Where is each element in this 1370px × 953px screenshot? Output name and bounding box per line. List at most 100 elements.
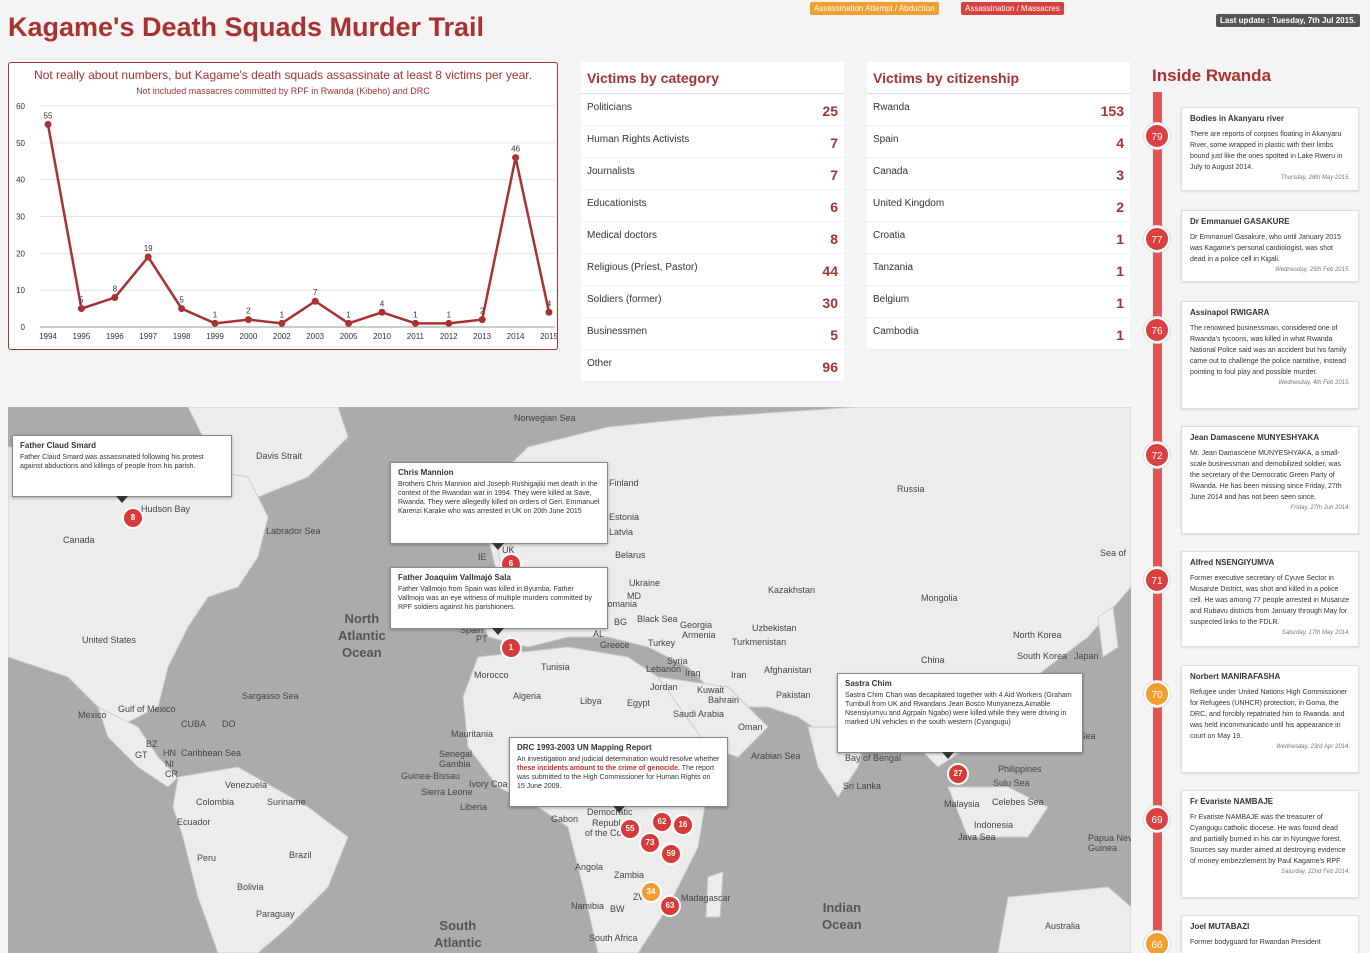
timeline-marker[interactable]: 72 <box>1144 442 1170 468</box>
category-row: Other 96 <box>581 350 844 382</box>
timeline-card[interactable]: Jean Damascene MUNYESHYAKA Mr. Jean Damas… <box>1181 426 1359 534</box>
category-panel-title: Victims by category <box>581 62 844 94</box>
row-count: 7 <box>830 167 838 183</box>
map-label-mongolia: Mongolia <box>921 593 958 603</box>
chart-ytick-label: 30 <box>16 213 25 222</box>
map-label-turkey: Turkey <box>648 638 676 648</box>
legend-massacre-badge[interactable]: Assassination / Massacres <box>961 2 1064 15</box>
legend-attempt-badge[interactable]: Assassination Attempt / Abduction <box>810 2 939 15</box>
citizenship-row: Cambodia 1 <box>867 318 1130 350</box>
map-label-algeria: Algeria <box>513 691 542 701</box>
map-label-madagascar: Madagascar <box>681 893 731 903</box>
row-count: 6 <box>830 199 838 215</box>
timeline-marker[interactable]: 77 <box>1144 226 1170 252</box>
map-label-ivory-coast: Ivory Coa <box>469 779 508 789</box>
map-marker[interactable]: 63 <box>659 895 681 917</box>
map-marker[interactable]: 59 <box>660 843 682 865</box>
map-marker[interactable]: 16 <box>672 814 694 836</box>
row-count: 30 <box>822 295 838 311</box>
map-marker[interactable]: 27 <box>947 763 969 785</box>
timeline-marker[interactable]: 69 <box>1144 806 1170 832</box>
map-label-north-korea: North Korea <box>1013 630 1062 640</box>
map-label-turkmenistan: Turkmenistan <box>732 637 787 647</box>
timeline-card-text: Fr Evariste NAMBAJE was the treasurer of… <box>1190 814 1346 865</box>
map-label-greece: Greece <box>600 640 630 650</box>
world-map[interactable]: Norwegian Sea Davis Strait Hudson Bay Canad… <box>8 407 1131 953</box>
chart-ytick-label: 50 <box>16 139 25 148</box>
chart-point <box>111 294 119 302</box>
timeline-title: Inside Rwanda <box>1152 66 1272 85</box>
chart-point <box>278 319 286 327</box>
popup-title: Sastra Chim <box>845 679 892 688</box>
row-count: 2 <box>1116 199 1124 215</box>
chart-point <box>445 319 453 327</box>
timeline-bar <box>1153 92 1162 953</box>
timeline-marker[interactable]: 66 <box>1144 931 1170 953</box>
map-label-iraq: Iraq <box>685 668 701 678</box>
popup-text: An investigation and judicial determinat… <box>517 756 720 790</box>
popup-mannion[interactable]: Chris Mannion Brothers Chris Mannion and… <box>390 462 608 550</box>
timeline-card[interactable]: Bodies in Akanyaru river There are report… <box>1181 107 1359 191</box>
row-label: Politicians <box>587 102 633 113</box>
chart-point <box>545 308 553 316</box>
category-row: Educationists 6 <box>581 190 844 222</box>
timeline-card-text: Dr Emmanuel Gasakure, who until January … <box>1190 234 1341 263</box>
map-label-china: China <box>921 655 945 665</box>
map-label-jordan: Jordan <box>650 682 678 692</box>
map-marker[interactable]: 34 <box>640 881 662 903</box>
map-label-pakistan: Pakistan <box>776 690 811 700</box>
map-marker[interactable]: 1 <box>500 637 522 659</box>
row-label: United Kingdom <box>873 198 945 209</box>
map-label-gulf-of-mexico: Gulf of Mexico <box>118 704 176 714</box>
map-label-bg: BG <box>614 617 628 627</box>
map-label-gt: GT <box>135 750 148 760</box>
map-label-mexico: Mexico <box>78 710 107 720</box>
popup-sala[interactable]: Father Joaquim Vallmajó Sala Father Vall… <box>390 567 608 635</box>
chart-xtick-label: 2003 <box>306 332 324 341</box>
popup-smard[interactable]: Father Claud Smard Father Claud Smard wa… <box>12 435 232 503</box>
timeline-marker[interactable]: 76 <box>1144 317 1170 343</box>
popup-drc[interactable]: DRC 1993-2003 UN Mapping Report An inves… <box>509 737 728 813</box>
popup-chim[interactable]: Sastra Chim Sastra Chim Chan was decapit… <box>837 673 1083 759</box>
row-label: Journalists <box>587 166 635 177</box>
timeline-card-name: Norbert MANIRAFASHA <box>1190 672 1281 681</box>
map-label-morocco: Morocco <box>474 670 509 680</box>
timeline-marker[interactable]: 70 <box>1144 681 1170 707</box>
timeline-marker[interactable]: 79 <box>1144 123 1170 149</box>
row-label: Tanzania <box>873 262 914 273</box>
timeline-card-text: Mr. Jean Damascene MUNYESHYAKA, a small-… <box>1190 450 1342 501</box>
chart-data-label: 1 <box>447 310 452 319</box>
chart-data-label: 5 <box>79 296 84 305</box>
chart-data-label: 5 <box>179 296 184 305</box>
timeline-card-date: Wednesday, 25th Feb 2015. <box>1275 267 1350 273</box>
map-marker[interactable]: 73 <box>639 832 661 854</box>
map-label-black-sea: Black Sea <box>637 614 678 624</box>
page-title: Kagame's Death Squads Murder Trail <box>8 12 485 42</box>
timeline-card[interactable]: Joel MUTABAZI Former bodyguard for Rwanda… <box>1181 915 1359 953</box>
map-marker[interactable]: 62 <box>651 811 673 833</box>
chart-ytick-label: 0 <box>21 323 26 332</box>
row-count: 1 <box>1116 295 1124 311</box>
map-label-finland: Finland <box>609 478 639 488</box>
citizenship-panel-title: Victims by citizenship <box>867 62 1130 94</box>
timeline-card[interactable]: Norbert MANIRAFASHA Refugee under United … <box>1181 665 1359 773</box>
map-marker[interactable]: 55 <box>619 818 641 840</box>
map-label-senegal: Senegal <box>439 749 473 759</box>
timeline-card[interactable]: Dr Emmanuel GASAKURE Dr Emmanuel Gasakure… <box>1181 210 1359 282</box>
timeline-card[interactable]: Fr Evariste NAMBAJE Fr Evariste NAMBAJE w… <box>1181 790 1359 898</box>
map-label-ie: IE <box>478 552 487 562</box>
timeline-card[interactable]: Assinapol RWIGARA The renowned businessma… <box>1181 301 1359 409</box>
map-landmass <box>8 407 1131 953</box>
map-marker[interactable]: 8 <box>122 507 144 529</box>
chart-point <box>77 305 85 313</box>
chart-data-label: 46 <box>511 145 520 154</box>
map-label-indian-ocean: Indian Ocean <box>822 900 862 932</box>
timeline-marker[interactable]: 71 <box>1144 567 1170 593</box>
popup-text: Sastra Chim Chan was decapitated togethe… <box>845 692 1072 726</box>
map-label-indonesia: Indonesia <box>974 820 1014 830</box>
map-label-russia: Russia <box>897 484 925 494</box>
timeline-card[interactable]: Alfred NSENGIYUMVA Former executive secre… <box>1181 551 1359 647</box>
map-label-libya: Libya <box>580 696 602 706</box>
map-label-uk: UK <box>502 545 515 555</box>
timeline-card-name: Dr Emmanuel GASAKURE <box>1190 217 1290 226</box>
